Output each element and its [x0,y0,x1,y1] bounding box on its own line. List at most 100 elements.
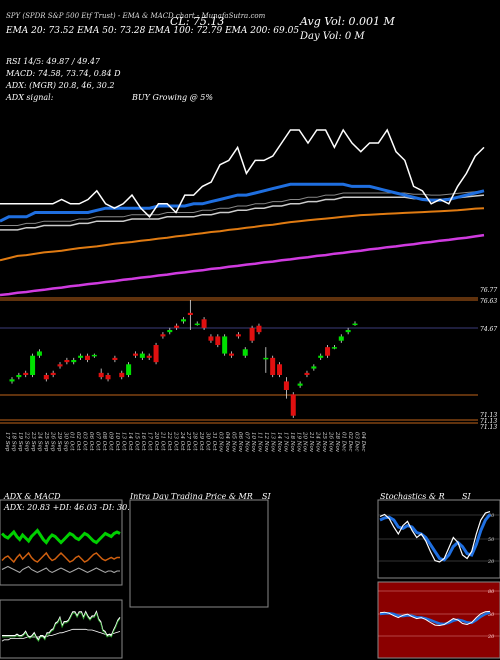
main-chart: SPY (SPDR S&P 500 Etf Trust) - EMA & MAC… [0,12,497,453]
candle-down [160,334,166,337]
x-tick-label: 21 Nov [308,431,314,453]
ema50-line [0,194,485,231]
candle-up [71,360,77,363]
x-tick-label: 06 Nov [237,432,243,453]
x-tick-label: 06 Oct [88,432,94,451]
source-line: SPY (SPDR S&P 500 Etf Trust) - EMA & MAC… [6,12,266,20]
x-tick-label: 17 Sep [4,432,10,452]
candle-up [30,355,36,375]
candle-down [105,375,111,380]
ema-legend: EMA 20: 73.52 EMA 50: 73.28 EMA 100: 72.… [5,26,299,36]
ema20-line [0,182,485,223]
candle-up [311,366,317,369]
macd-lines [1,610,121,642]
x-tick-label: 17 Nov [282,432,288,453]
stoch-title: Stochastics & R [380,492,445,501]
x-tick-label: 17 Oct [146,432,152,451]
x-tick-label: 02 Dec [347,432,353,452]
candle-down [325,347,331,356]
x-tick-label: 04 Dec [360,432,366,452]
candle-up [36,351,42,356]
candle-down [43,375,49,380]
x-tick-label: 29 Sep [56,431,62,452]
x-tick-label: 23 Oct [172,431,178,451]
x-tick-label: 28 Nov [334,431,340,453]
macd-panel [0,599,123,659]
candle-up [263,357,269,360]
x-tick-label: 23 Sep [30,431,36,452]
candle-down [249,327,255,341]
minus-di-line [1,551,120,564]
x-tick-label: 03 Dec [354,432,360,452]
close-line [0,128,485,218]
adx-signal-value: BUY Growing @ 5% [131,93,213,102]
adx-panel-values: ADX: 20.83 +DI: 46.03 -DI: 30.16 [3,503,140,512]
candle-down [304,372,310,375]
candle-up [16,375,22,378]
x-tick-label: 24 Oct [179,431,185,451]
candle-up [222,336,228,354]
rsi-panel [377,581,500,659]
price-label: 74.67 [480,326,497,333]
x-tick-label: 19 Nov [295,432,301,453]
candle-up [242,349,248,356]
candle-up [352,323,358,326]
candle-down [57,364,63,367]
candle-down [64,360,70,363]
candle-down [146,355,152,358]
x-tick-label: 22 Sep [23,431,29,452]
macd-line: MACD: 74.58, 73.74, 0.84 D [5,69,121,78]
macd-hist-line [2,612,121,642]
indicator-panels: ADX & MACD ADX: 20.83 +DI: 46.03 -DI: 30… [0,492,500,659]
stoch-d-line [379,513,492,562]
candle-up [126,364,132,375]
candle-up [331,347,337,349]
adx-line: ADX: (MGR) 20.8, 46, 30.2 [5,81,115,90]
candle-up [338,336,344,341]
x-tick-label: 09 Oct [108,432,114,451]
candle-down [187,312,193,315]
candle-up [194,323,200,326]
candle-down [112,357,118,360]
x-tick-label: 26 Sep [49,431,55,452]
price-levels [0,297,478,424]
x-tick-label: 25 Sep [43,431,49,452]
x-tick-label: 20 Nov [302,431,308,453]
x-tick-label: 11 Nov [256,432,262,453]
candle-down [174,325,180,328]
rsi-lines [379,610,491,627]
price-labels: 76.77 76.63 74.67 71.13 71.13 71.13 [480,287,497,431]
stoch-lines [379,511,492,563]
candle-down [50,372,56,375]
rsi-level: 50 [488,612,495,618]
stoch-level: 80 [488,513,495,519]
price-label: 71.13 [480,424,497,431]
x-tick-label: 19 Sep [17,432,23,452]
ema-lines [0,128,485,297]
candle-up [9,379,15,382]
x-tick-label: 15 Oct [134,432,140,451]
candle-up [78,355,84,358]
price-label: 71.13 [480,418,497,425]
x-tick-label: 18 Nov [289,432,295,453]
candle-up [167,330,173,333]
candle-up [297,383,303,386]
rsi-level: 80 [488,589,495,595]
x-tick-label: 28 Oct [192,431,198,451]
candle-up [91,354,97,357]
stoch-suffix: SI [462,492,471,501]
x-axis: 17 Sep 18 Sep 19 Sep 22 Sep 23 Sep 24 Sep 25 S… [4,431,366,453]
x-tick-label: 12 Nov [263,432,269,453]
stoch-level: 20 [487,559,495,565]
candle-down [23,372,29,375]
intraday-panel [129,499,269,608]
x-tick-label: 16 Oct [140,432,146,451]
x-tick-label: 30 Oct [205,432,211,451]
x-tick-label: 13 Nov [269,432,275,453]
ema100-line [0,207,485,262]
price-label: 76.77 [480,287,497,294]
rsi-signal-line [379,610,491,627]
avg-vol: Avg Vol: 0.001 M [299,15,396,28]
x-tick-label: 05 Nov [231,432,237,453]
x-tick-label: 22 Oct [166,431,172,451]
